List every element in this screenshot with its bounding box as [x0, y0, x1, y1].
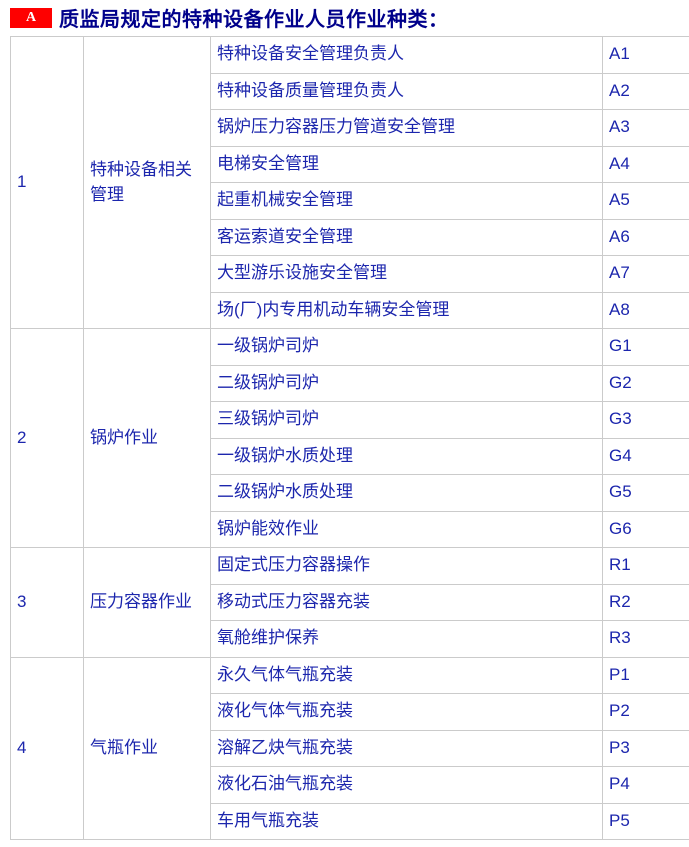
group-number-cell: 1	[11, 37, 84, 329]
item-name-cell: 电梯安全管理	[211, 146, 603, 183]
item-code-cell: A8	[603, 292, 689, 329]
item-code-cell: G4	[603, 438, 689, 475]
item-name-cell: 起重机械安全管理	[211, 183, 603, 220]
item-code-cell: P5	[603, 803, 689, 840]
item-code-cell: G2	[603, 365, 689, 402]
group-category-cell: 锅炉作业	[84, 329, 211, 548]
item-name-cell: 特种设备质量管理负责人	[211, 73, 603, 110]
item-name-cell: 液化石油气瓶充装	[211, 767, 603, 804]
item-name-cell: 液化气体气瓶充装	[211, 694, 603, 731]
group-category-cell: 气瓶作业	[84, 657, 211, 840]
item-code-cell: R3	[603, 621, 689, 658]
item-code-cell: R2	[603, 584, 689, 621]
item-name-cell: 永久气体气瓶充装	[211, 657, 603, 694]
item-code-cell: A6	[603, 219, 689, 256]
item-code-cell: R1	[603, 548, 689, 585]
group-number-cell: 3	[11, 548, 84, 658]
page-title: 质监局规定的特种设备作业人员作业种类：	[59, 3, 449, 32]
group-number-cell: 2	[11, 329, 84, 548]
item-code-cell: A3	[603, 110, 689, 147]
item-code-cell: G5	[603, 475, 689, 512]
item-name-cell: 场(厂)内专用机动车辆安全管理	[211, 292, 603, 329]
item-code-cell: P4	[603, 767, 689, 804]
item-name-cell: 二级锅炉司炉	[211, 365, 603, 402]
item-code-cell: A1	[603, 37, 689, 74]
item-code-cell: A2	[603, 73, 689, 110]
item-name-cell: 溶解乙炔气瓶充装	[211, 730, 603, 767]
item-code-cell: G1	[603, 329, 689, 366]
item-code-cell: G3	[603, 402, 689, 439]
item-name-cell: 三级锅炉司炉	[211, 402, 603, 439]
item-name-cell: 固定式压力容器操作	[211, 548, 603, 585]
page-header: A 质监局规定的特种设备作业人员作业种类：	[10, 6, 689, 29]
item-code-cell: A4	[603, 146, 689, 183]
item-code-cell: A5	[603, 183, 689, 220]
item-code-cell: P3	[603, 730, 689, 767]
item-code-cell: P1	[603, 657, 689, 694]
item-name-cell: 大型游乐设施安全管理	[211, 256, 603, 293]
item-name-cell: 移动式压力容器充装	[211, 584, 603, 621]
item-name-cell: 锅炉能效作业	[211, 511, 603, 548]
item-name-cell: 一级锅炉司炉	[211, 329, 603, 366]
item-name-cell: 二级锅炉水质处理	[211, 475, 603, 512]
group-category-cell: 压力容器作业	[84, 548, 211, 658]
item-name-cell: 一级锅炉水质处理	[211, 438, 603, 475]
item-code-cell: P2	[603, 694, 689, 731]
section-badge: A	[10, 8, 52, 28]
item-name-cell: 车用气瓶充装	[211, 803, 603, 840]
item-name-cell: 客运索道安全管理	[211, 219, 603, 256]
item-name-cell: 氧舱维护保养	[211, 621, 603, 658]
group-number-cell: 4	[11, 657, 84, 840]
item-code-cell: A7	[603, 256, 689, 293]
item-name-cell: 锅炉压力容器压力管道安全管理	[211, 110, 603, 147]
item-code-cell: G6	[603, 511, 689, 548]
group-category-cell: 特种设备相关管理	[84, 37, 211, 329]
item-name-cell: 特种设备安全管理负责人	[211, 37, 603, 74]
